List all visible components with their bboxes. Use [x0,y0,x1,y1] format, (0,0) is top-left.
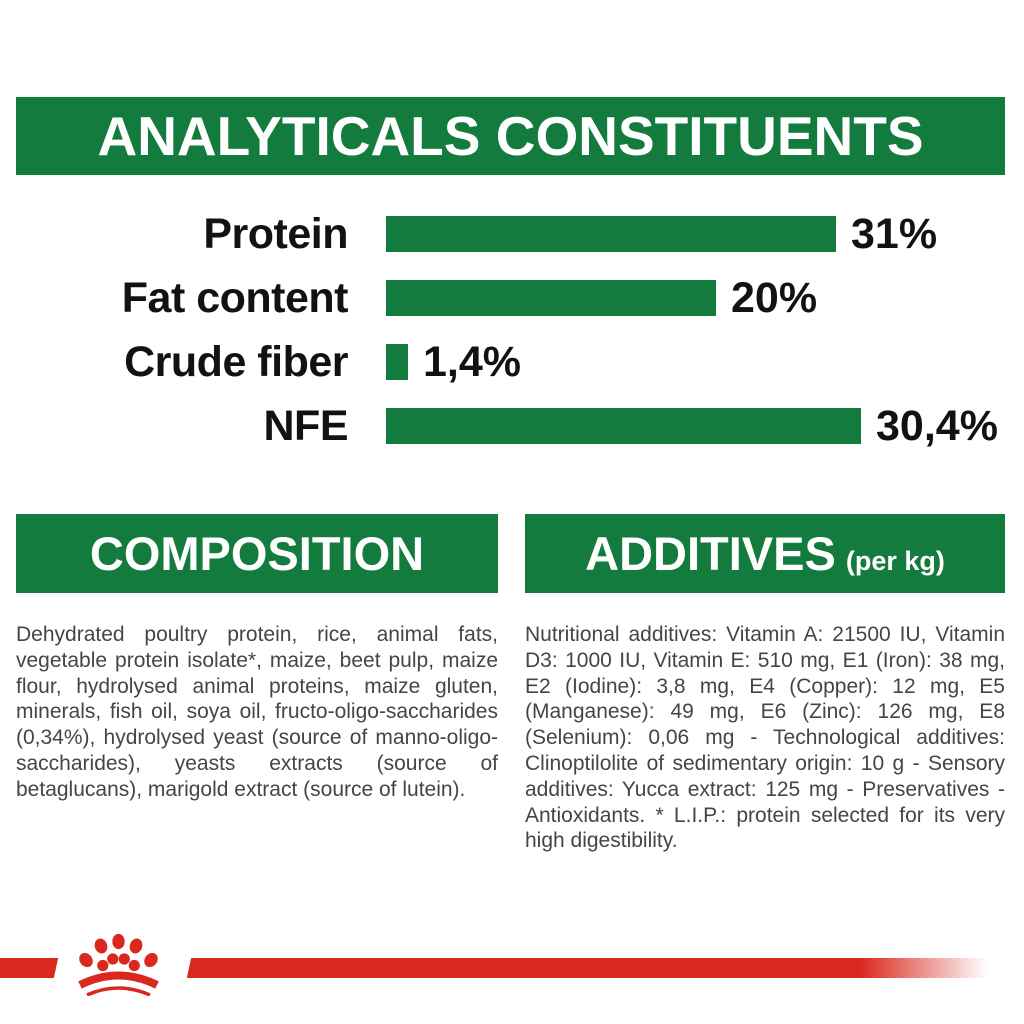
bar-value: 30,4% [876,401,998,450]
additives-paragraph: Nutritional additives: Vitamin A: 21500 … [525,623,1005,853]
additives-unit: (per kg) [845,546,945,576]
bar-nfe [386,408,861,444]
bar-label: NFE [263,401,349,450]
bar-label: Protein [203,209,348,258]
chart-row-protein: Protein 31% [0,202,1024,266]
bar-value: 1,4% [423,337,522,386]
composition-paragraph: Dehydrated poultry protein, rice, animal… [16,623,498,801]
composition-header: COMPOSITION [16,514,498,593]
bar-value: 31% [851,209,938,258]
bar-crude-fiber [386,344,408,380]
analyticals-banner: ANALYTICALS CONSTITUENTS [16,97,1005,175]
bar-label: Fat content [121,273,349,322]
brand-red-band [0,958,1024,978]
chart-row-nfe: NFE 30,4% [0,394,1024,458]
chart-row-crude-fiber: Crude fiber 1,4% [0,330,1024,394]
chart-row-fat-content: Fat content 20% [0,266,1024,330]
analyticals-title: ANALYTICALS CONSTITUENTS [97,105,924,167]
bar-protein [386,216,836,252]
royal-canin-crown-logo [78,933,159,996]
bar-label: Crude fiber [124,337,348,386]
additives-title: ADDITIVES [585,527,836,580]
additives-header: ADDITIVES (per kg) [525,514,1005,593]
constituents-bar-chart: Protein 31% Fat content 20% Crude fiber … [0,202,1024,458]
bar-value: 20% [731,273,818,322]
additives-title-group: ADDITIVES (per kg) [585,526,945,581]
composition-title: COMPOSITION [89,527,425,580]
bar-fat-content [386,280,716,316]
